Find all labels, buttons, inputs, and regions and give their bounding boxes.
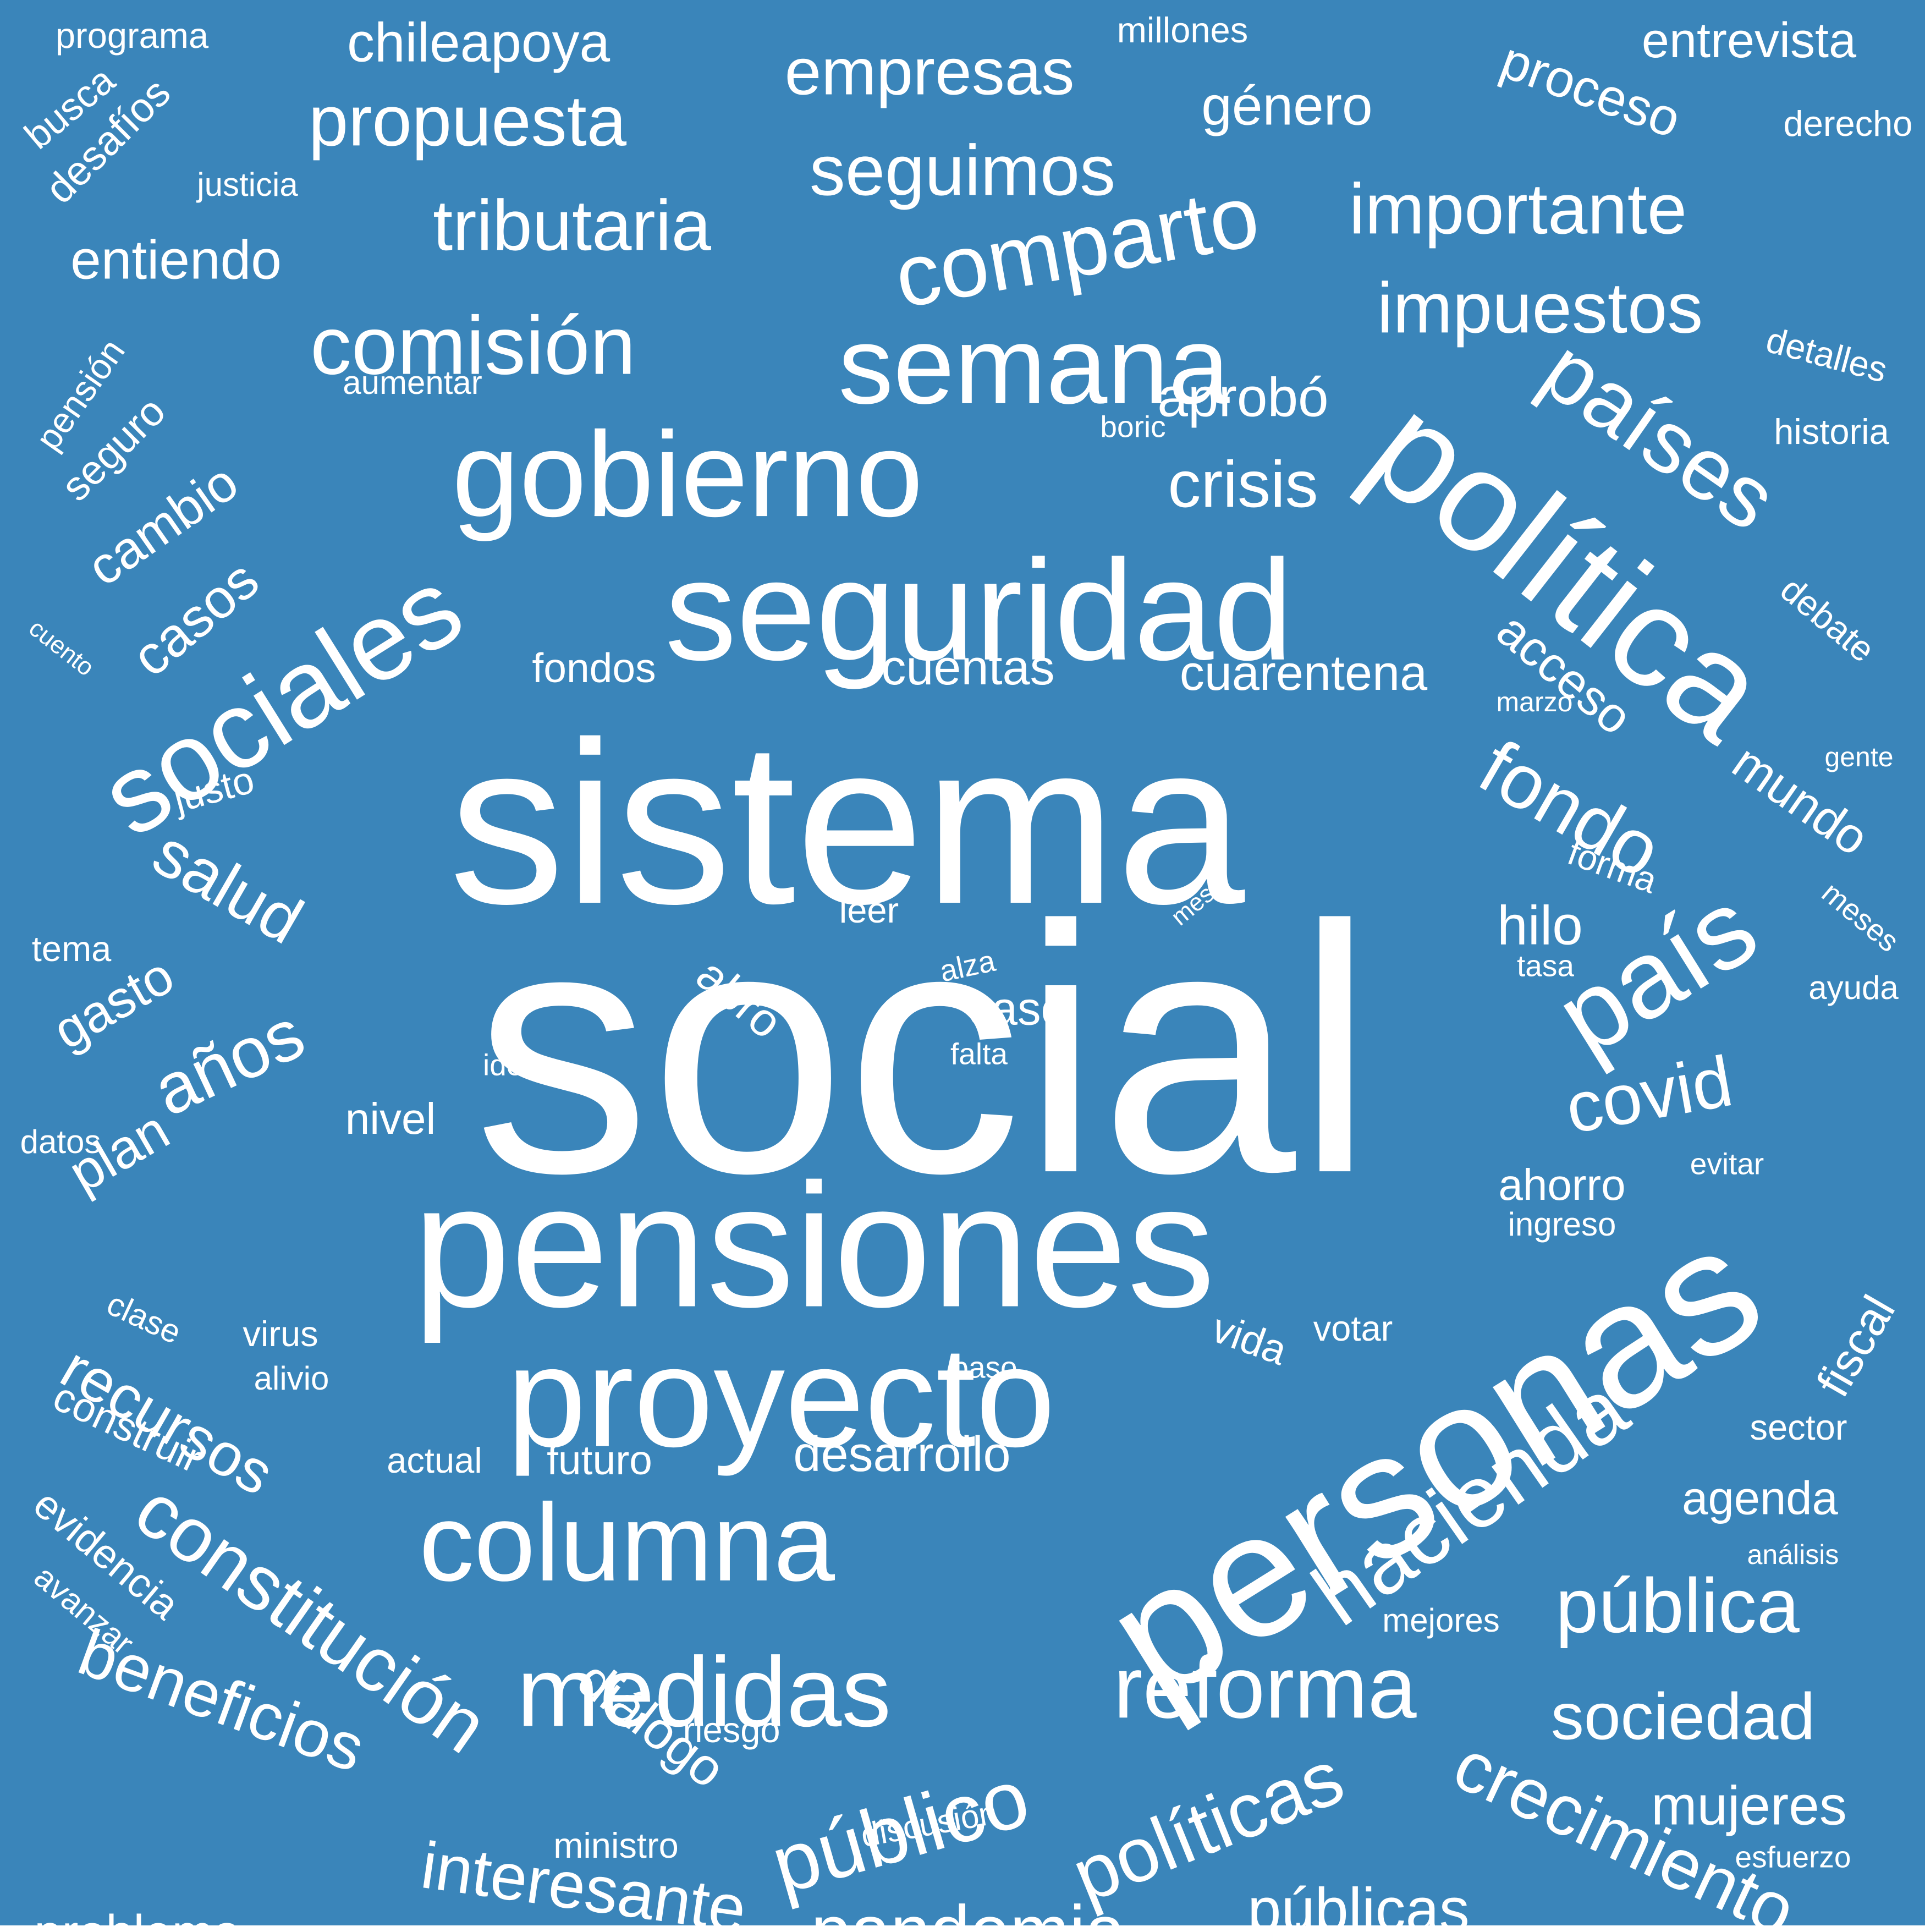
word-103: alivio bbox=[254, 1360, 329, 1397]
word-89: tema bbox=[32, 929, 112, 969]
word-108: análisis bbox=[1747, 1539, 1839, 1570]
word-115: sectores bbox=[290, 1924, 425, 1925]
word-43: entrevista bbox=[1642, 13, 1857, 68]
word-37: crisis bbox=[1168, 448, 1318, 522]
word-39: públicas bbox=[1247, 1876, 1470, 1925]
word-117: contexto bbox=[1516, 1919, 1652, 1925]
word-21: tributaria bbox=[433, 185, 711, 265]
word-112: ministro bbox=[553, 1825, 679, 1865]
word-86: leer bbox=[839, 890, 899, 930]
word-114: esfuerzo bbox=[1735, 1840, 1851, 1874]
word-56: desarrollo bbox=[793, 1427, 1010, 1482]
word-60: ahorro bbox=[1498, 1160, 1625, 1209]
word-92: ayuda bbox=[1808, 969, 1899, 1006]
word-100: virus bbox=[243, 1314, 318, 1354]
word-46: aprobó bbox=[1157, 366, 1328, 428]
word-98: ingreso bbox=[1508, 1206, 1616, 1243]
word-4: seguridad bbox=[665, 531, 1293, 691]
word-83: marzo bbox=[1497, 687, 1573, 717]
word-12: medidas bbox=[517, 1637, 891, 1748]
word-72: justicia bbox=[196, 166, 298, 203]
word-17: comisión bbox=[310, 299, 636, 392]
word-44: género bbox=[1201, 75, 1372, 136]
word-116: educación bbox=[1019, 1924, 1181, 1925]
word-57: hilo bbox=[1497, 894, 1583, 956]
word-7: gobierno bbox=[452, 407, 923, 542]
word-97: evitar bbox=[1690, 1147, 1764, 1181]
word-28: sociedad bbox=[1551, 1680, 1815, 1754]
word-63: problema bbox=[34, 1906, 241, 1925]
word-70: millones bbox=[1117, 10, 1248, 50]
word-48: cuarentena bbox=[1180, 646, 1428, 701]
word-64: cambios bbox=[1216, 1915, 1369, 1925]
word-24: empresas bbox=[785, 35, 1075, 109]
word-75: aumentar bbox=[343, 364, 482, 401]
word-77: historia bbox=[1774, 411, 1889, 452]
word-8: columna bbox=[419, 1481, 835, 1604]
word-91: tasa bbox=[1517, 949, 1574, 983]
word-42: chileapoya bbox=[347, 12, 610, 73]
word-1: sistema bbox=[449, 694, 1246, 952]
word-23: seguimos bbox=[810, 130, 1115, 210]
word-19: importante bbox=[1349, 168, 1687, 249]
word-58: caso bbox=[968, 983, 1067, 1035]
word-29: pandemia bbox=[811, 1890, 1126, 1925]
word-2: pensiones bbox=[413, 1147, 1216, 1345]
word-76: boric bbox=[1100, 410, 1165, 444]
word-95: nivel bbox=[345, 1094, 436, 1143]
word-40: mujeres bbox=[1651, 1775, 1847, 1836]
word-93: idea bbox=[483, 1048, 540, 1082]
word-106: actual bbox=[387, 1440, 482, 1480]
word-80: fondos bbox=[532, 645, 656, 691]
word-71: derecho bbox=[1784, 103, 1913, 144]
word-22: propuesta bbox=[309, 80, 627, 161]
word-94: falta bbox=[950, 1037, 1008, 1071]
word-105: sector bbox=[1750, 1407, 1847, 1447]
word-104: paso bbox=[952, 1351, 1017, 1385]
word-47: cuentas bbox=[881, 640, 1054, 695]
word-107: futuro bbox=[547, 1437, 652, 1483]
word-84: gente bbox=[1824, 742, 1893, 772]
word-69: programa bbox=[56, 15, 209, 56]
word-96: datos bbox=[20, 1123, 101, 1160]
word-41: entiendo bbox=[70, 229, 282, 290]
word-13: reforma bbox=[1113, 1638, 1416, 1736]
word-5: proyecto bbox=[507, 1318, 1055, 1478]
word-109: mejores bbox=[1382, 1602, 1499, 1639]
word-111: riesgo bbox=[683, 1710, 780, 1750]
word-102: votar bbox=[1313, 1308, 1393, 1348]
word-0: social bbox=[474, 853, 1374, 1246]
word-27: pública bbox=[1555, 1562, 1800, 1649]
word-20: impuestos bbox=[1377, 267, 1703, 348]
word-62: agenda bbox=[1682, 1472, 1838, 1524]
word-10: semana bbox=[838, 304, 1230, 427]
